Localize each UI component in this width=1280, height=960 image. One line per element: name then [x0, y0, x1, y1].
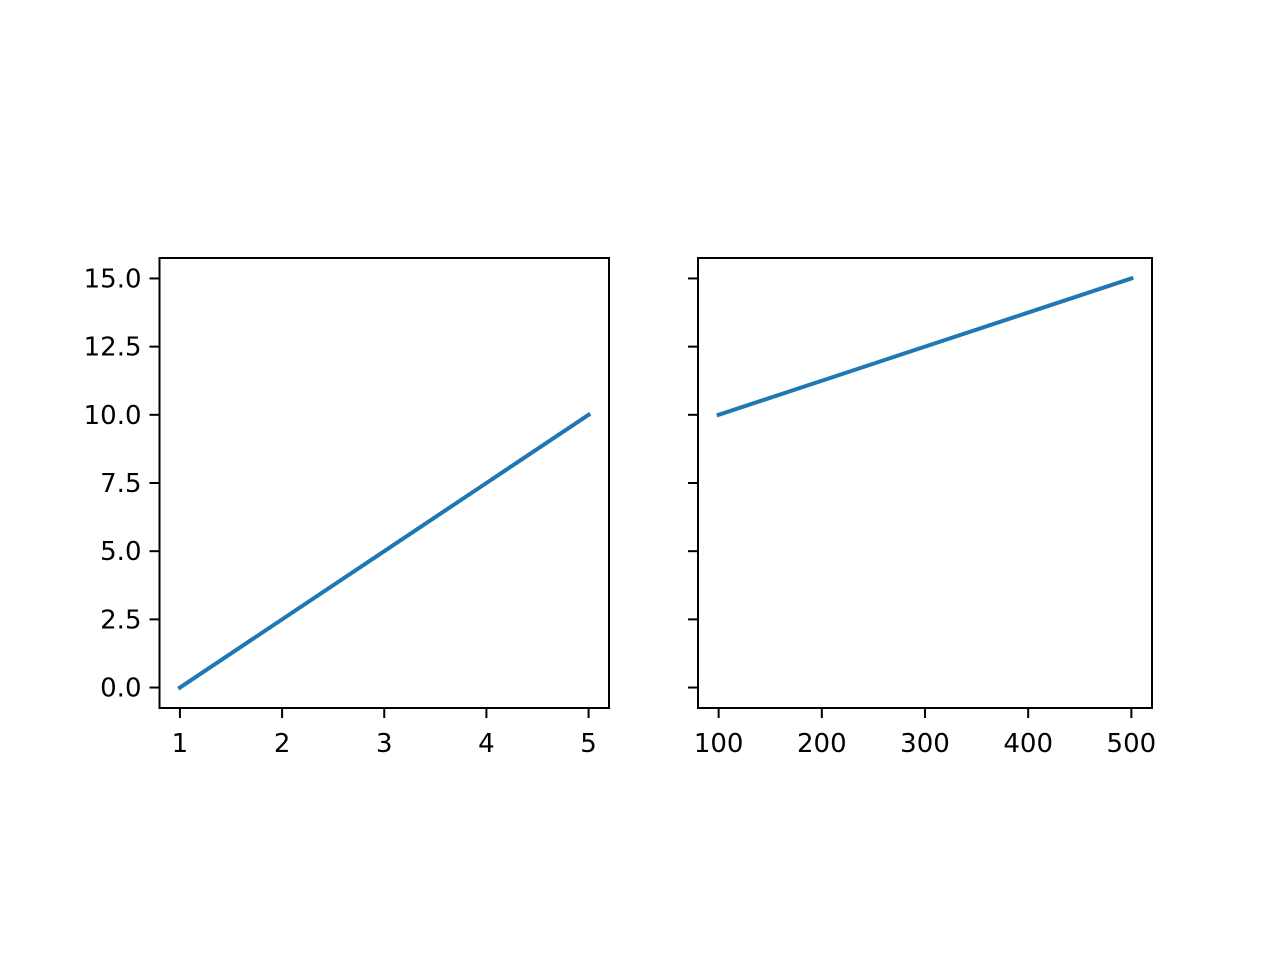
- y-tick-label: 15.0: [84, 264, 142, 294]
- x-tick-label: 5: [580, 729, 597, 759]
- y-tick-label: 12.5: [84, 333, 142, 363]
- x-tick-label: 500: [1107, 729, 1157, 759]
- x-tick-label: 200: [797, 729, 847, 759]
- x-tick-label: 1: [172, 729, 189, 759]
- x-tick-label: 2: [274, 729, 291, 759]
- x-tick-label: 100: [694, 729, 744, 759]
- x-tick-label: 300: [900, 729, 950, 759]
- x-tick-label: 4: [478, 729, 495, 759]
- y-tick-label: 0.0: [100, 674, 141, 704]
- left-subplot: 1 2 3 4 5 0.0 2.5 5.0 7.5 10.0 12.5 15.0: [84, 257, 610, 759]
- axes-frame: [697, 257, 1153, 709]
- x-tick-label: 400: [1003, 729, 1053, 759]
- data-line: [177, 412, 592, 691]
- y-tick-label: 10.0: [84, 401, 142, 431]
- y-tick-label: 2.5: [100, 605, 141, 635]
- x-tick-label: 3: [376, 729, 393, 759]
- data-line: [716, 275, 1134, 418]
- axes-frame: [158, 257, 610, 709]
- y-tick-label: 7.5: [100, 469, 141, 499]
- y-tick-label: 5.0: [100, 537, 141, 567]
- right-subplot: 100 200 300 400 500: [688, 257, 1157, 759]
